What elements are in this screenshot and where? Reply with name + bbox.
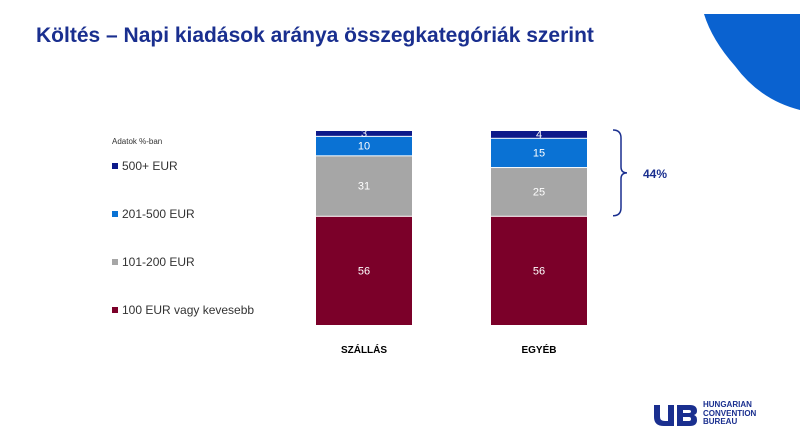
bar-segment-szallas-201-500-eur (316, 136, 412, 156)
data-label-egyeb-100-eur-vagy-kevesebb: 56 (533, 265, 545, 277)
legend-item-201-500-eur: 201-500 EUR (112, 207, 195, 221)
logo-line-3: BUREAU (703, 417, 738, 427)
bar-segment-szallas-101-200-eur (316, 156, 412, 216)
legend-swatch (112, 307, 118, 313)
legend-swatch (112, 163, 118, 169)
hcb-logo-wordmark: HUNGARIAN CONVENTION BUREAU (703, 401, 756, 427)
data-label-szallas-500-eur: 3 (361, 128, 367, 140)
bar-segment-szallas-100-eur-vagy-kevesebb (316, 216, 412, 325)
legend-item-100-eur-vagy-kevesebb: 100 EUR vagy kevesebb (112, 303, 254, 317)
data-label-szallas-101-200-eur: 31 (358, 181, 370, 193)
category-label-szallas: SZÁLLÁS (341, 343, 387, 356)
legend-item-101-200-eur: 101-200 EUR (112, 255, 195, 269)
bar-segment-szallas-500-eur (316, 131, 412, 136)
legend-label: 101-200 EUR (122, 255, 195, 269)
bar-segment-egyeb-201-500-eur (491, 138, 587, 168)
data-label-szallas-201-500-eur: 10 (358, 141, 370, 153)
data-label-egyeb-500-eur: 4 (536, 129, 542, 141)
legend-item-500-eur: 500+ EUR (112, 159, 178, 173)
data-label-szallas-100-eur-vagy-kevesebb: 56 (358, 265, 370, 277)
logo-line-1: HUNGARIAN (703, 400, 752, 410)
bracket-annotation-0 (612, 129, 628, 217)
bracket-annotation-label-0: 44% (643, 167, 667, 181)
legend-label: 201-500 EUR (122, 207, 195, 221)
bar-segment-egyeb-100-eur-vagy-kevesebb (491, 216, 587, 325)
page-title: Költés – Napi kiadások aránya összegkate… (36, 24, 594, 47)
legend-label: 100 EUR vagy kevesebb (122, 303, 255, 317)
data-label-egyeb-201-500-eur: 15 (533, 147, 545, 159)
data-unit-note: Adatok %-ban (112, 137, 163, 146)
data-label-egyeb-101-200-eur: 25 (533, 186, 545, 198)
legend-label: 500+ EUR (122, 159, 178, 173)
hcb-logo: HUNGARIAN CONVENTION BUREAU (652, 401, 756, 427)
bar-segment-egyeb-500-eur (491, 131, 587, 138)
logo-line-2: CONVENTION (703, 408, 757, 418)
legend-swatch (112, 211, 118, 217)
category-label-egyeb: EGYÉB (521, 343, 556, 356)
legend-swatch (112, 259, 118, 265)
bar-segment-egyeb-101-200-eur (491, 168, 587, 216)
hcb-logo-icon (654, 405, 697, 426)
